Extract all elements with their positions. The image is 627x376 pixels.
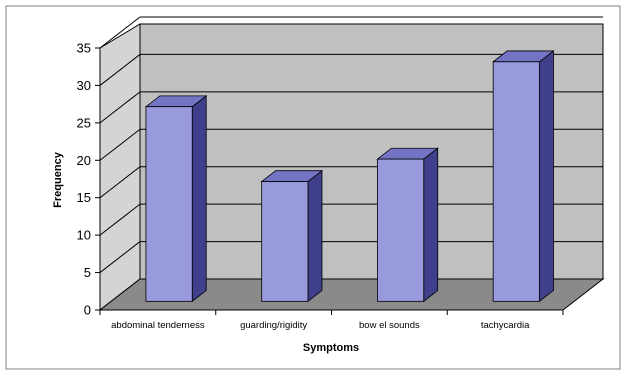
y-tick-label: 25 [77,115,91,130]
y-tick-label: 35 [77,41,91,56]
bar-front [145,106,193,302]
y-tick-label: 15 [77,190,91,205]
bar-side [307,169,323,303]
x-tick-label: abdominal tenderness [111,320,205,331]
bar-front [261,181,309,302]
bar [492,50,555,303]
gridline-side [99,203,141,236]
side-wall [99,23,141,312]
x-tick-label: bow el sounds [359,320,420,331]
bar-front [377,158,425,302]
x-axis [99,309,564,315]
gridline-side [99,128,141,161]
bar [376,147,439,303]
y-tick-label: 10 [77,228,91,243]
category-labels: abdominal tenderness guarding/rigidity bow… [111,320,530,331]
y-tick-label: 0 [84,303,91,318]
x-tick-label: tachycardia [481,320,530,331]
bar-side [539,50,554,303]
y-tick-label: 20 [77,153,91,168]
gridline-side [99,16,141,49]
bar-side [423,147,439,303]
y-axis: 0 5 10 15 20 25 30 35 [77,41,101,318]
y-axis-title: Frequency [52,151,64,208]
bar-side [191,95,207,303]
y-tick-label: 5 [84,265,91,280]
x-axis-title: Symptoms [303,342,359,354]
bar-front [492,61,540,302]
y-tick-label: 30 [77,78,91,93]
gridline-side [99,54,141,86]
gridline-side [99,241,141,273]
x-tick-label: guarding/rigidity [240,320,307,331]
gridline-side [99,91,141,124]
bar [144,95,208,303]
bars [144,50,555,303]
gridline-side [99,166,141,199]
bar [260,169,324,303]
